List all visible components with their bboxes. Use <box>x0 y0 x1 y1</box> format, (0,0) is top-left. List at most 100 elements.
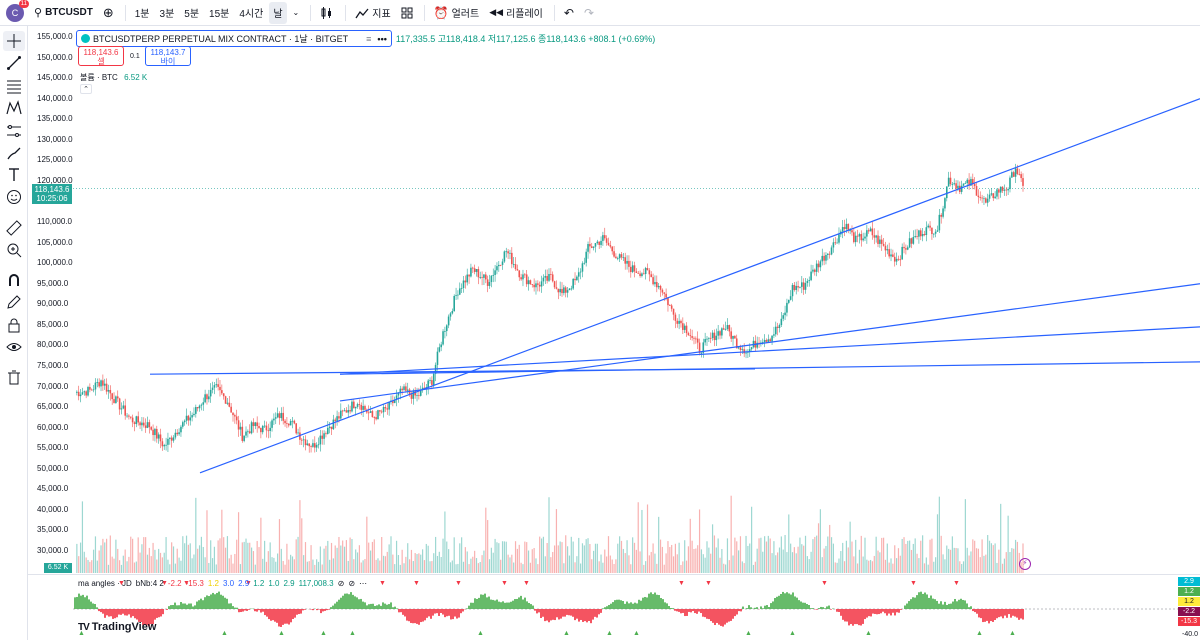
candle-body <box>743 349 745 354</box>
compare-symbol-button[interactable]: ⊕ <box>99 2 118 24</box>
sell-button[interactable]: 118,143.6 셀 <box>78 46 124 66</box>
lightning-icon[interactable]: ⚡ <box>1019 558 1031 570</box>
tradingview-logo[interactable]: TV TradingView <box>78 621 156 633</box>
candle-body <box>540 281 543 287</box>
interval-dropdown[interactable]: ⌄ <box>289 2 304 24</box>
buy-button[interactable]: 118,143.7 바이 <box>145 46 191 66</box>
undo-button[interactable]: ↶ <box>560 2 578 24</box>
angle-bar <box>144 609 146 625</box>
buy-signal-marker: ▲ <box>221 630 228 637</box>
candle-body <box>1014 168 1017 177</box>
indicator-value: -15.3 <box>185 579 204 588</box>
indicator-pane[interactable]: ▲ ▼ ▼ ▼ ▲ ▼ ▲ ▲ ▲ ▼ ▼ ▼ ▲ ▼ ▼ ▲ ▲ ▲ ▼ ▼ ▲ ▲ ▼ ▲ ▼ ▼ ▲ ▲ ma angles ·… <box>28 574 1200 640</box>
magnet-tool[interactable] <box>3 270 25 290</box>
candle-body <box>890 254 892 257</box>
angle-bar <box>520 595 522 609</box>
volume-bar <box>425 543 427 573</box>
angle-bar <box>600 609 602 613</box>
indicator-value: 1.2 <box>253 579 265 588</box>
angle-bar <box>596 609 598 618</box>
volume-bar <box>842 542 844 573</box>
zoom-tool[interactable] <box>3 240 25 260</box>
remove-drawings-tool[interactable] <box>3 367 25 387</box>
chart-type-button[interactable] <box>316 2 338 24</box>
volume-bar <box>524 541 526 573</box>
candle-body <box>338 416 340 419</box>
ruler-tool[interactable] <box>3 218 25 238</box>
volume-bar <box>988 540 991 573</box>
volume-bar <box>526 542 528 573</box>
user-avatar[interactable]: C 11 <box>6 0 29 22</box>
symbol-legend[interactable]: BTCUSDTPERP PERPETUAL MIX CONTRACT · 1날 … <box>76 30 392 47</box>
price-chart[interactable]: 155,000.0 150,000.0 145,000.0 140,000.0 135,… <box>28 26 1200 574</box>
ruler-icon <box>6 220 22 236</box>
volume-bar <box>914 538 916 573</box>
collapse-legend-button[interactable]: ⌃ <box>80 84 92 94</box>
fib-tool[interactable] <box>3 76 25 96</box>
candle-body <box>972 179 974 184</box>
candle-body <box>209 389 212 397</box>
candle-body <box>693 337 695 339</box>
measure-tool[interactable] <box>3 121 25 141</box>
interval-5m[interactable]: 5분 <box>184 9 200 20</box>
angle-bar <box>146 609 148 626</box>
candle-body <box>563 287 565 294</box>
buy-signal-marker: ▲ <box>745 630 752 637</box>
angle-bar <box>552 609 554 620</box>
more-button[interactable]: ••• <box>377 33 387 44</box>
angle-bar <box>430 609 432 619</box>
volume-bar <box>777 552 779 573</box>
lock-tool[interactable] <box>3 315 25 335</box>
candle-body <box>274 417 277 419</box>
angle-bar <box>1008 609 1010 615</box>
brush-tool[interactable] <box>3 143 25 163</box>
interval-15m[interactable]: 15분 <box>209 9 230 20</box>
candle-body <box>548 273 550 281</box>
angle-bar <box>734 609 736 617</box>
more-icon[interactable]: ⋯ <box>359 579 368 588</box>
angle-bar <box>232 606 234 609</box>
more-options-icon[interactable]: ≡ <box>366 33 372 44</box>
alert-button[interactable]: ⏰ 얼러트 <box>430 2 484 24</box>
angle-bar <box>780 593 782 609</box>
angle-bar <box>86 595 88 609</box>
angle-bar <box>508 602 510 609</box>
volume-bar <box>566 546 569 573</box>
text-tool[interactable] <box>3 165 25 185</box>
symbol-search[interactable]: ⚲ BTCUSDT <box>30 2 97 24</box>
layout-button[interactable] <box>397 2 417 24</box>
indicators-button[interactable]: 지표 <box>351 2 394 24</box>
stay-drawing-tool[interactable] <box>3 292 25 312</box>
volume-bar <box>788 514 790 573</box>
volume-bar <box>669 547 671 573</box>
angle-bar <box>1002 609 1004 619</box>
angle-bar <box>524 597 526 609</box>
angle-bar <box>738 609 740 612</box>
angle-bar <box>1012 609 1014 616</box>
angle-bar <box>118 609 120 615</box>
crosshair-tool[interactable] <box>3 31 25 51</box>
candles-icon <box>321 6 332 19</box>
visibility-tool[interactable] <box>3 337 25 357</box>
chart-canvas[interactable] <box>28 26 1200 574</box>
redo-button[interactable]: ↷ <box>580 2 598 24</box>
angle-bar <box>966 603 968 609</box>
emoji-tool[interactable] <box>3 187 25 207</box>
interval-4h[interactable]: 4시간 <box>239 9 264 20</box>
interval-3m[interactable]: 3분 <box>159 9 175 20</box>
interval-1d[interactable]: 날 <box>269 1 287 24</box>
volume-bar <box>918 558 920 573</box>
volume-bar <box>648 555 650 573</box>
candle-body <box>287 423 290 426</box>
angle-bar <box>964 600 966 609</box>
eye-off-icon[interactable]: ⊘ <box>337 579 345 588</box>
indicator-canvas[interactable]: ▲▼ ▼ ▼▲▼▲ ▲ ▲▼ ▼ ▼▲▼ ▼▲ ▲ ▲▼ ▼▲ ▲▼▲▼ ▼▲ ▲ <box>28 575 1200 640</box>
interval-1m[interactable]: 1분 <box>134 9 150 20</box>
candle-body <box>308 443 311 447</box>
volume-bar <box>784 535 786 573</box>
angle-bar <box>764 605 766 609</box>
replay-button[interactable]: ◀◀ 리플레이 <box>485 2 547 24</box>
pattern-tool[interactable] <box>3 98 25 118</box>
settings-icon[interactable]: ⊘ <box>348 579 356 588</box>
trendline-tool[interactable] <box>3 53 25 73</box>
